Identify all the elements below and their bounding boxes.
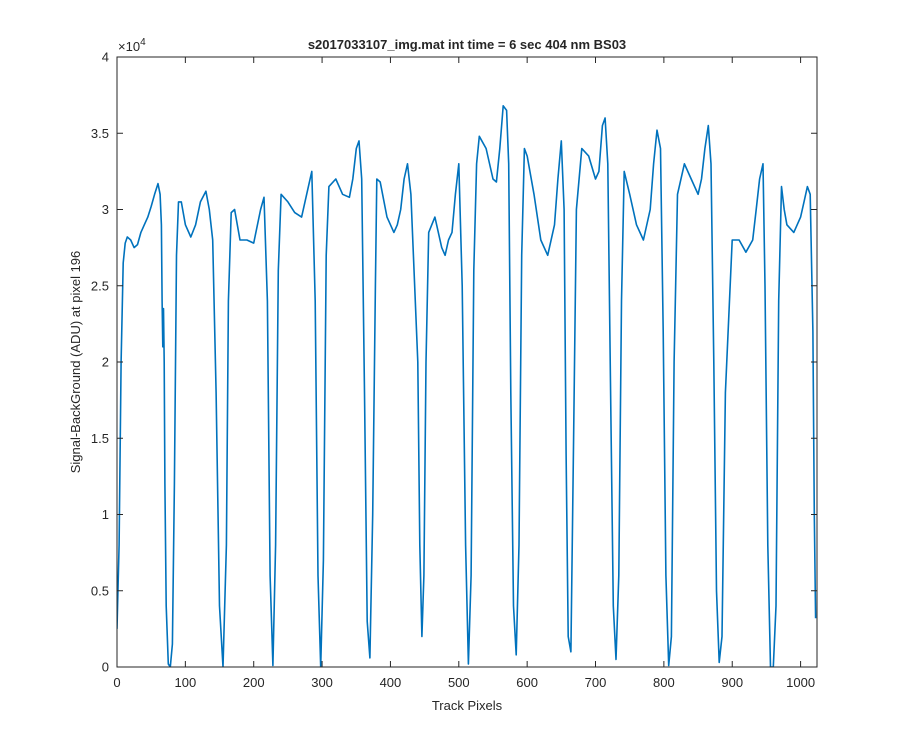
x-tick-label: 100 [175, 675, 197, 690]
x-tick-label: 300 [311, 675, 333, 690]
x-tick-label: 200 [243, 675, 265, 690]
x-tick-label: 900 [721, 675, 743, 690]
axes-box [116, 56, 818, 668]
axis-ticks: 0 100 200 300 400 500 600 700 800 900 1000 0 0.5 1 1.5… [91, 50, 817, 690]
x-tick-label: 0 [113, 675, 120, 690]
y-exponent-power: 4 [140, 37, 146, 48]
y-tick-label: 2 [102, 355, 109, 370]
y-tick-label: 2.5 [91, 278, 109, 293]
y-axis-label: Signal-BackGround (ADU) at pixel 196 [68, 251, 83, 474]
y-tick-label: 3 [102, 202, 109, 217]
x-tick-label: 800 [653, 675, 675, 690]
y-tick-label: 3.5 [91, 126, 109, 141]
y-tick-label: 4 [102, 50, 109, 65]
y-exponent-base: ×10 [118, 39, 140, 54]
chart-title: s2017033107_img.mat int time = 6 sec 404… [308, 37, 626, 52]
y-tick-label: 0 [102, 660, 109, 675]
signal-line [117, 105, 817, 667]
plot-area [117, 105, 817, 667]
x-tick-label: 500 [448, 675, 470, 690]
plot-background [117, 57, 817, 667]
y-exponent-label: ×104 [118, 37, 146, 54]
y-tick-label: 1.5 [91, 431, 109, 446]
x-tick-label: 700 [585, 675, 607, 690]
y-tick-label: 0.5 [91, 583, 109, 598]
x-tick-label: 1000 [786, 675, 815, 690]
x-tick-label: 600 [516, 675, 538, 690]
x-tick-label: 400 [380, 675, 402, 690]
x-axis-label: Track Pixels [432, 698, 503, 713]
y-tick-label: 1 [102, 507, 109, 522]
